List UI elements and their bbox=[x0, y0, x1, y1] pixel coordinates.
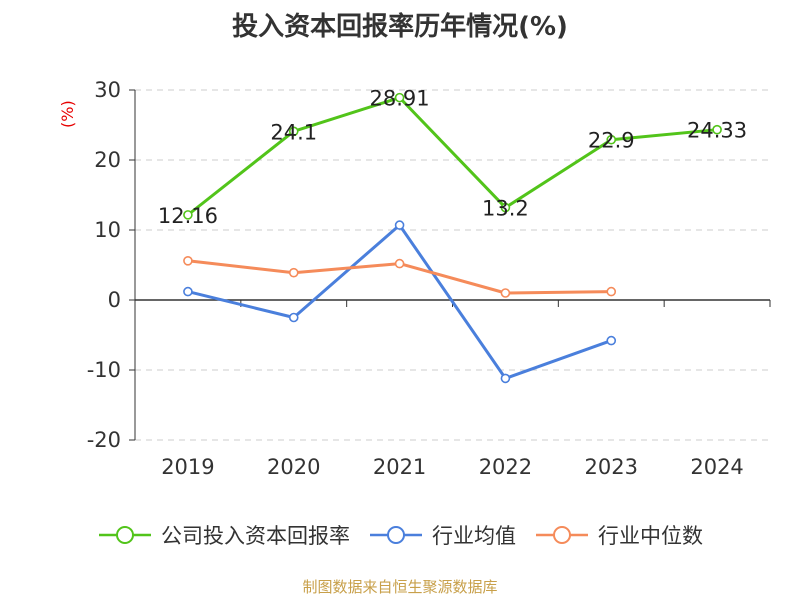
y-tick-label: 30 bbox=[94, 78, 121, 102]
data-point-1-2023[interactable] bbox=[606, 335, 617, 346]
x-tick-label-2022: 2022 bbox=[479, 455, 532, 479]
data-point-2-2020[interactable] bbox=[288, 267, 299, 278]
data-point-2-2019[interactable] bbox=[183, 255, 193, 266]
x-tick-label-2024: 2024 bbox=[690, 455, 743, 479]
series-line-0 bbox=[186, 96, 718, 217]
x-tick-label-2021: 2021 bbox=[373, 455, 426, 479]
y-tick-label: 10 bbox=[94, 218, 121, 242]
legend-label-industry-median: 行业中位数 bbox=[598, 524, 703, 548]
data-point-1-2019[interactable] bbox=[183, 286, 193, 297]
series-lines bbox=[183, 92, 722, 384]
data-point-0-2023[interactable] bbox=[606, 134, 617, 145]
legend-item-industry-median[interactable]: 行业中位数 bbox=[534, 520, 703, 550]
gridlines bbox=[135, 89, 770, 441]
data-label-2024: 24.33 bbox=[687, 119, 747, 143]
y-tick-label: 20 bbox=[94, 148, 121, 172]
legend-item-company[interactable]: 公司投入资本回报率 bbox=[97, 520, 350, 550]
data-label-2022: 13.2 bbox=[482, 197, 529, 221]
data-point-0-2022[interactable] bbox=[500, 202, 511, 213]
data-label-2021: 28.91 bbox=[370, 87, 430, 111]
data-point-1-2022[interactable] bbox=[500, 373, 511, 384]
legend-item-industry-average[interactable]: 行业均值 bbox=[368, 520, 516, 550]
legend-swatch-company-icon bbox=[99, 526, 151, 544]
x-tick-label-2019: 2019 bbox=[161, 455, 214, 479]
y-tick-label: -10 bbox=[87, 358, 121, 382]
data-point-2-2023[interactable] bbox=[606, 286, 617, 297]
data-label-2023: 22.9 bbox=[588, 129, 635, 153]
chart-title: 投入资本回报率历年情况(%) bbox=[232, 12, 568, 42]
data-point-0-2020[interactable] bbox=[288, 126, 299, 137]
data-point-1-2020[interactable] bbox=[288, 312, 299, 323]
legend-label-company: 公司投入资本回报率 bbox=[161, 524, 350, 548]
series-line-1 bbox=[187, 223, 612, 380]
data-point-0-2021[interactable] bbox=[394, 92, 405, 103]
legend-label-industry-average: 行业均值 bbox=[432, 524, 516, 548]
data-point-0-2024[interactable] bbox=[712, 124, 722, 135]
axes: 30 20 10 0 -10 -20 2019 2020 2021 2022 2023 2024 bbox=[87, 78, 771, 479]
data-point-0-2019[interactable] bbox=[183, 210, 193, 220]
data-point-2-2022[interactable] bbox=[500, 288, 511, 298]
data-source-note: 制图数据来自恒生聚源数据库 bbox=[302, 578, 498, 596]
legend: 公司投入资本回报率 行业均值 行业中位数 bbox=[0, 520, 800, 550]
data-label-2019: 12.16 bbox=[158, 204, 218, 228]
legend-swatch-industry-average-icon bbox=[370, 526, 422, 544]
y-tick-label: 0 bbox=[108, 288, 121, 312]
data-point-1-2021[interactable] bbox=[394, 220, 405, 230]
x-tick-label-2020: 2020 bbox=[267, 455, 320, 479]
data-point-2-2021[interactable] bbox=[394, 258, 405, 269]
x-tick-label-2023: 2023 bbox=[585, 455, 638, 479]
data-label-2020: 24.1 bbox=[270, 120, 317, 144]
y-tick-label: -20 bbox=[87, 428, 121, 452]
legend-swatch-industry-median-icon bbox=[536, 526, 588, 544]
data-labels: 12.16 24.1 28.91 13.2 22.9 24.33 bbox=[158, 87, 747, 228]
